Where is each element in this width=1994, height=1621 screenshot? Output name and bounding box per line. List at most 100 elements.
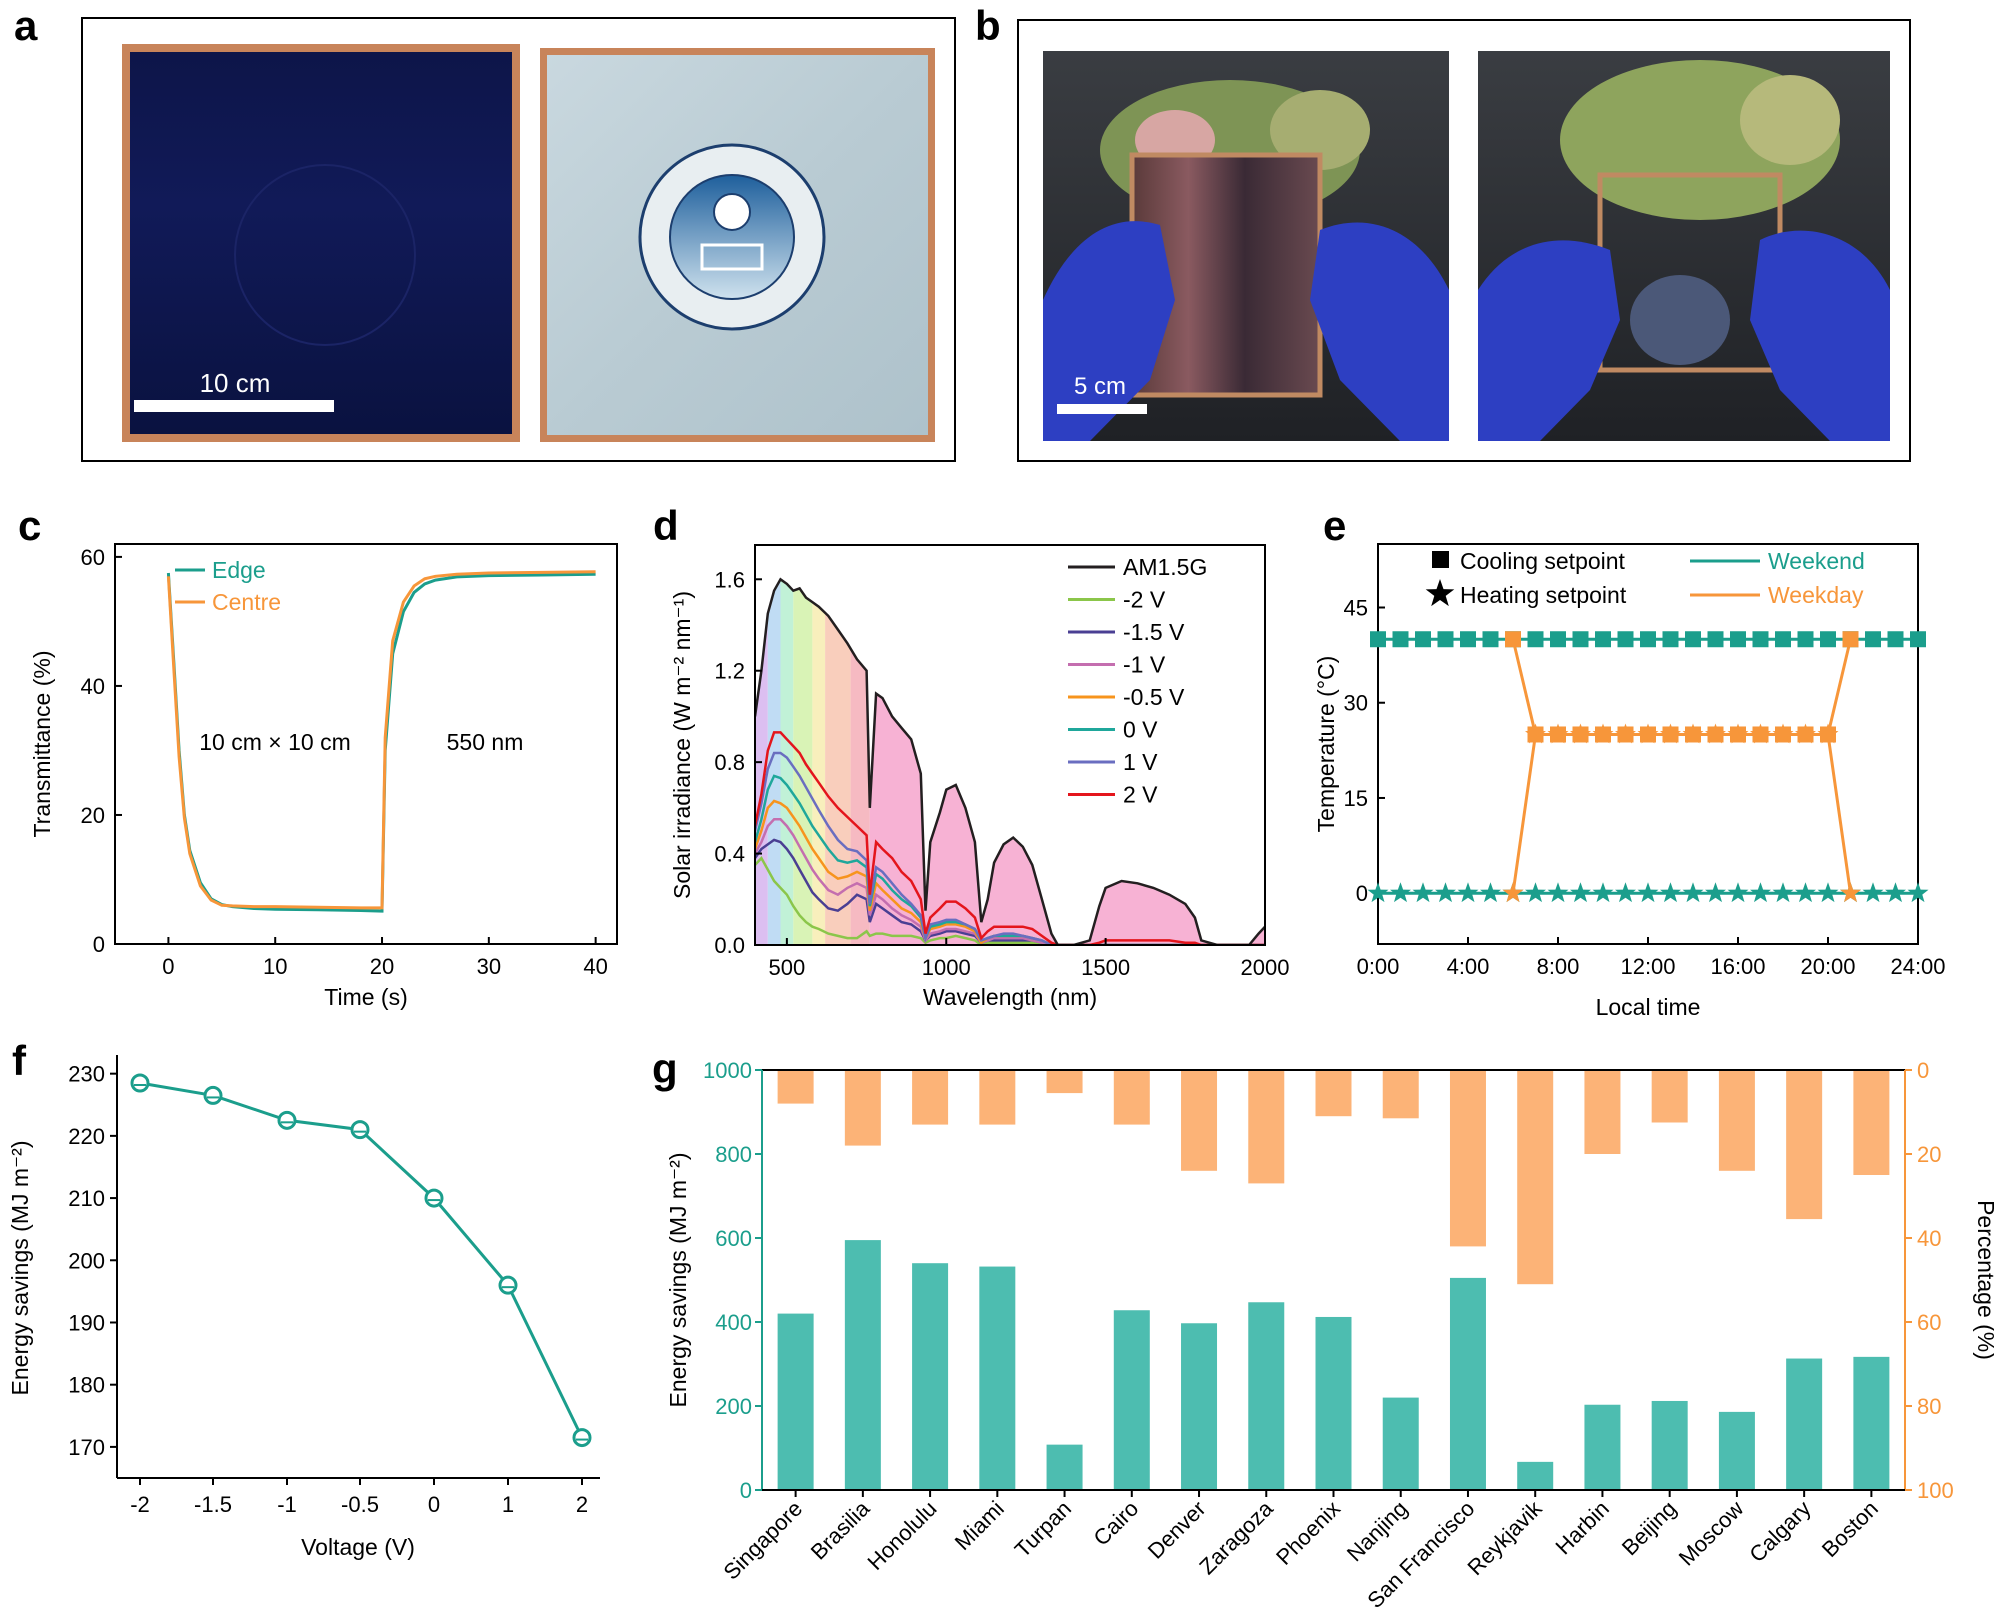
chart-g-bar-energy bbox=[1315, 1316, 1352, 1490]
chart-g-bars bbox=[777, 1070, 1890, 1490]
chart-f-point bbox=[203, 1085, 223, 1105]
chart-d-ytick-label: 0.4 bbox=[714, 842, 745, 867]
chart-c-xtick-label: 30 bbox=[477, 954, 501, 979]
chart-g-y2tick-label: 40 bbox=[1917, 1226, 1941, 1251]
chart-e-xtick-label: 0:00 bbox=[1357, 954, 1400, 979]
chart-g-bar-energy bbox=[1517, 1461, 1554, 1490]
chart-g-bar-percentage bbox=[844, 1070, 881, 1146]
chart-f-xtick-label: 0 bbox=[428, 1492, 440, 1517]
chart-g-bar-percentage bbox=[1584, 1070, 1621, 1154]
chart-d-line-am15g bbox=[755, 577, 1265, 945]
chart-g-xtick-label: Turpan bbox=[1010, 1496, 1076, 1562]
chart-g-bar-energy bbox=[1718, 1411, 1755, 1490]
chart-e-marker-weekend-heating bbox=[1772, 882, 1794, 903]
chart-f-xlabel: Voltage (V) bbox=[301, 1534, 415, 1560]
chart-d-axes bbox=[754, 544, 1266, 946]
chart-e-marker-weekend-heating bbox=[1390, 882, 1411, 903]
chart-e-marker-weekend-heating bbox=[1862, 882, 1884, 903]
chart-e-marker-weekend-cooling bbox=[1437, 631, 1454, 648]
panel-label-b: b bbox=[975, 2, 1001, 49]
chart-e-xlabel: Local time bbox=[1596, 994, 1701, 1020]
chart-e-marker-weekend-cooling bbox=[1820, 631, 1836, 648]
legend-marker-square bbox=[1432, 551, 1449, 568]
chart-d-spectrum-band-3 bbox=[793, 588, 813, 945]
chart-c-annotation-size: 10 cm × 10 cm bbox=[199, 729, 350, 755]
chart-d-spectrum-band-1 bbox=[767, 579, 781, 945]
chart-e-marker-weekday-heating bbox=[1570, 723, 1591, 744]
chart-e-marker-weekday-heating bbox=[1547, 723, 1569, 744]
chart-g-ytick-label: 200 bbox=[715, 1394, 752, 1419]
chart-e-marker-weekend-cooling bbox=[1640, 631, 1656, 648]
chart-e-marker-weekend-cooling bbox=[1595, 631, 1611, 648]
chart-c-ylabel: Transmittance (%) bbox=[29, 650, 55, 837]
chart-e-marker-weekday-heating bbox=[1502, 882, 1524, 903]
chart-e-marker-weekend-cooling bbox=[1865, 631, 1881, 648]
chart-e-marker-weekend-heating bbox=[1817, 882, 1839, 903]
chart-e-marker-weekend-cooling bbox=[1752, 631, 1769, 648]
chart-d-xtick-label: 1500 bbox=[1081, 955, 1130, 980]
chart-g-bar-percentage bbox=[1315, 1070, 1352, 1117]
legend-marker-star bbox=[1425, 579, 1455, 607]
chart-e-marker-weekend-heating bbox=[1592, 882, 1614, 903]
chart-e-marker-weekend-heating bbox=[1750, 882, 1771, 903]
chart-d-xtick-label: 2000 bbox=[1241, 955, 1290, 980]
chart-f-ytick-label: 180 bbox=[68, 1373, 105, 1398]
chart-g-bar-energy bbox=[1853, 1356, 1890, 1490]
panel-label-f: f bbox=[12, 1037, 27, 1084]
chart-e-marker-weekend-heating bbox=[1907, 882, 1929, 903]
chart-f-xtick-label: 1 bbox=[502, 1492, 514, 1517]
chart-c-xtick-label: 10 bbox=[263, 954, 287, 979]
chart-g-bar-energy bbox=[1181, 1323, 1218, 1490]
chart-g-bar-percentage bbox=[1517, 1070, 1554, 1285]
panel-a-frame bbox=[81, 17, 956, 462]
chart-c-ytick-label: 40 bbox=[81, 674, 105, 699]
panel-b: b 5 cm bbox=[975, 2, 1911, 462]
chart-d-line bbox=[755, 855, 1265, 945]
chart-e-marker-weekday-heating bbox=[1592, 723, 1614, 744]
chart-c-ytick-label: 60 bbox=[81, 545, 105, 570]
chart-g-y2tick-label: 60 bbox=[1917, 1310, 1941, 1335]
chart-g-bar-percentage bbox=[1248, 1070, 1285, 1184]
chart-e-marker-weekday-heating bbox=[1525, 723, 1546, 744]
chart-f-point bbox=[424, 1188, 444, 1208]
chart-g-bar-energy bbox=[1046, 1444, 1083, 1490]
chart-e-xtick-label: 8:00 bbox=[1537, 954, 1580, 979]
chart-f-ytick-label: 210 bbox=[68, 1186, 105, 1211]
chart-d-ytick-label: 1.6 bbox=[714, 567, 745, 592]
panel-label-d: d bbox=[653, 502, 679, 549]
chart-g-bar-energy bbox=[1248, 1302, 1285, 1490]
chart-e-xtick-label: 20:00 bbox=[1800, 954, 1855, 979]
chart-d-spectrum-band-6 bbox=[850, 648, 870, 945]
chart-g-bar-energy bbox=[912, 1263, 949, 1490]
chart-f-ylabel: Energy savings (MJ m⁻²) bbox=[7, 1141, 33, 1396]
chart-c-annotation-wavelength: 550 nm bbox=[447, 729, 524, 755]
chart-d-line bbox=[755, 751, 1265, 945]
chart-g-y2tick-label: 80 bbox=[1917, 1394, 1941, 1419]
chart-f-xtick-label: -1 bbox=[277, 1492, 297, 1517]
chart-g-y2tick-label: 20 bbox=[1917, 1142, 1941, 1167]
chart-e-marker-weekday-heating bbox=[1705, 723, 1726, 744]
chart-g-bar-percentage bbox=[777, 1070, 814, 1104]
chart-e-ticks: 0:00 4:00 8:00 12:00 16:00 20:00 24:00 0 15 30 45 bbox=[1344, 595, 1946, 979]
chart-d-legend-label: -1.5 V bbox=[1123, 619, 1185, 645]
chart-e-marker-weekend-cooling bbox=[1910, 631, 1926, 648]
chart-f-ytick-label: 230 bbox=[68, 1062, 105, 1087]
scale-bar-a-label: 10 cm bbox=[200, 368, 271, 398]
chart-g-y2tick-label: 100 bbox=[1917, 1478, 1954, 1503]
chart-f-point bbox=[350, 1120, 370, 1140]
chart-e-marker-weekend-heating bbox=[1705, 882, 1726, 903]
panel-label-a: a bbox=[14, 2, 38, 49]
chart-d-ylabel: Solar irradiance (W m⁻² nm⁻¹) bbox=[669, 591, 695, 899]
photo-film-colored bbox=[1043, 51, 1449, 441]
chart-f-series bbox=[130, 1073, 592, 1448]
legend-label-weekend: Weekend bbox=[1768, 548, 1865, 574]
legend-label-cooling: Cooling setpoint bbox=[1460, 548, 1626, 574]
chart-g-ytick-label: 0 bbox=[740, 1478, 752, 1503]
chart-c-series bbox=[166, 570, 596, 913]
chart-e-xtick-label: 12:00 bbox=[1620, 954, 1675, 979]
chart-g-bar-energy bbox=[1113, 1310, 1150, 1490]
chart-e-marker-weekend-cooling bbox=[1415, 631, 1431, 648]
legend-label-heating: Heating setpoint bbox=[1460, 582, 1627, 608]
chart-g-bar-percentage bbox=[1181, 1070, 1218, 1171]
chart-g-bar-energy bbox=[979, 1266, 1016, 1490]
